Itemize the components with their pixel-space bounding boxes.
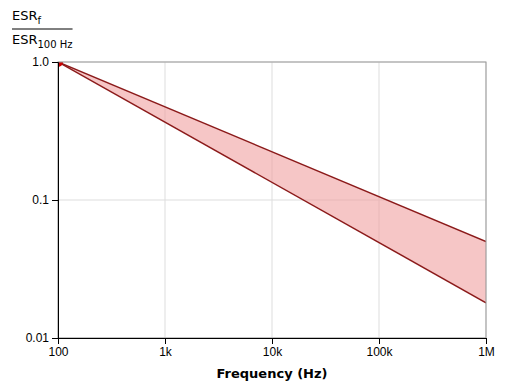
tick: 1.0 bbox=[32, 55, 58, 69]
grid bbox=[58, 62, 486, 338]
data bbox=[58, 62, 486, 303]
tick-mark bbox=[52, 338, 58, 339]
tick-label: 1.0 bbox=[32, 55, 49, 69]
grid-line bbox=[58, 200, 486, 201]
tick: 1k bbox=[159, 338, 173, 359]
tick-mark bbox=[486, 338, 487, 344]
x-label: Frequency (Hz) bbox=[217, 366, 328, 381]
tick-mark bbox=[272, 338, 273, 344]
y-label-line: ESR100 Hz bbox=[12, 32, 73, 50]
chart: 100 1k 10k 100k 1M 0.01 0.1 1.0 Frequency (Hz) ES… bbox=[0, 0, 512, 388]
y-label-line: ESRf bbox=[12, 8, 42, 26]
y-label-text: ESR bbox=[12, 32, 38, 47]
y-label: ESRfESR100 Hz bbox=[12, 8, 73, 50]
tick-mark bbox=[52, 200, 58, 201]
tick: 1M bbox=[478, 338, 495, 359]
tick-label: 10k bbox=[263, 345, 283, 359]
band bbox=[58, 62, 486, 303]
y-label-sub: 100 Hz bbox=[38, 39, 73, 50]
y-label-sub: f bbox=[38, 15, 42, 26]
tick: 0.1 bbox=[32, 193, 58, 207]
tick-label: 1k bbox=[159, 345, 173, 359]
line bbox=[58, 62, 486, 303]
tick: 0.01 bbox=[26, 331, 58, 345]
tick: 10k bbox=[263, 338, 283, 359]
tick-label: 100 bbox=[48, 345, 68, 359]
tick-label: 1M bbox=[478, 345, 495, 359]
y-label-text: ESR bbox=[12, 8, 38, 23]
fraction-bar bbox=[12, 29, 73, 30]
plot: 100 1k 10k 100k 1M 0.01 0.1 1.0 bbox=[26, 55, 495, 358]
tick: 100k bbox=[366, 338, 393, 359]
axis-line bbox=[52, 63, 59, 339]
x-axis: 100 1k 10k 100k 1M bbox=[48, 338, 494, 359]
axis-line bbox=[59, 339, 487, 345]
frame bbox=[58, 62, 486, 338]
tick-mark bbox=[165, 338, 166, 344]
tick-label: 100k bbox=[366, 345, 393, 359]
line bbox=[58, 62, 486, 242]
tick-mark bbox=[52, 62, 58, 63]
tick-label: 0.01 bbox=[26, 331, 50, 345]
y-axis: 0.01 0.1 1.0 bbox=[26, 55, 59, 345]
tick-mark bbox=[379, 338, 380, 344]
tick: 100 bbox=[48, 338, 68, 359]
tick-label: 0.1 bbox=[32, 193, 49, 207]
